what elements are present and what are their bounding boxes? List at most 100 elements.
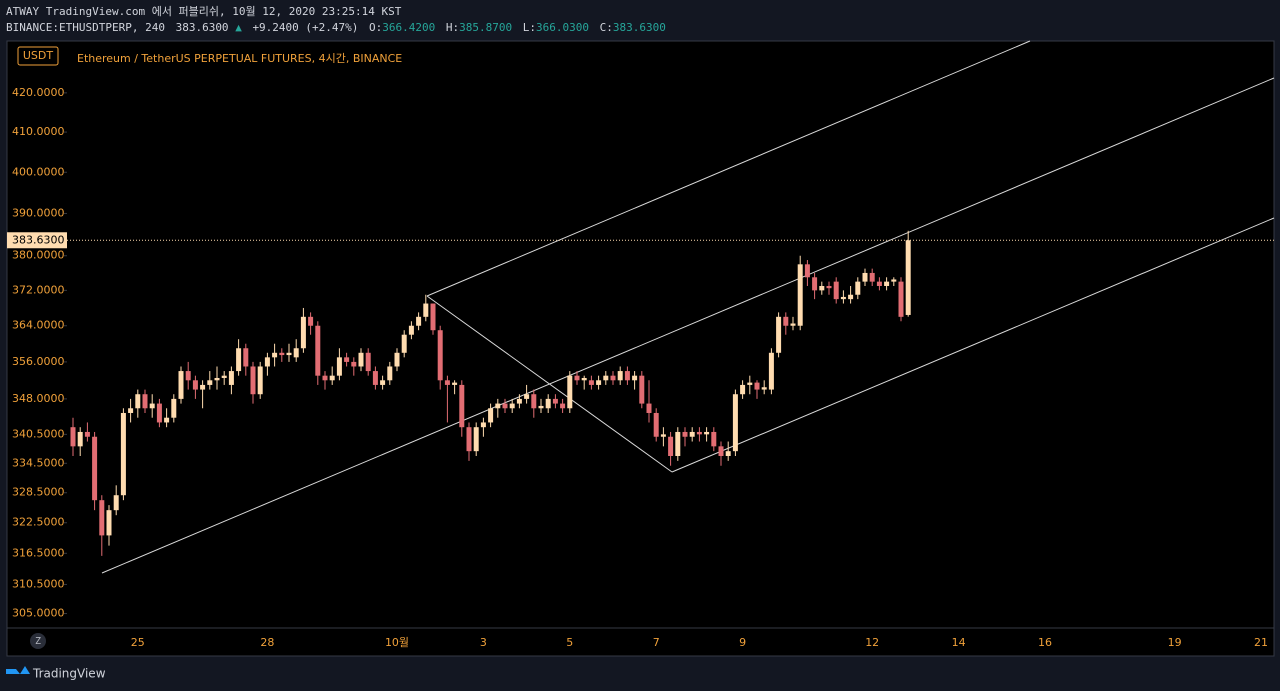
candle-body	[819, 285, 825, 291]
brand: TradingView	[32, 667, 106, 681]
candle-body	[185, 371, 191, 381]
candle-body	[855, 281, 861, 295]
z-label[interactable]: Z	[35, 636, 41, 647]
x-tick-label: 10월	[385, 636, 409, 649]
candle-body	[380, 380, 386, 385]
candle-body	[747, 382, 753, 385]
channel-line	[426, 40, 1031, 297]
y-tick-label: 310.5000	[12, 577, 65, 590]
x-tick-label: 7	[653, 636, 660, 649]
candle-body	[668, 436, 674, 457]
candle-body	[761, 387, 767, 390]
candle-body	[171, 398, 177, 418]
candle-body	[106, 510, 112, 536]
candle-body	[884, 281, 890, 286]
candle-body	[704, 431, 710, 435]
y-tick-label: 372.0000	[12, 283, 65, 296]
candle-body	[228, 371, 234, 385]
candle-body	[840, 296, 846, 300]
candle-body	[207, 380, 213, 385]
x-tick-label: 16	[1038, 636, 1052, 649]
change: +9.2400 (+2.47%)	[252, 21, 358, 34]
candle-body	[812, 277, 818, 291]
candle-body	[423, 303, 429, 317]
channel-line	[426, 295, 673, 473]
candle-body	[264, 357, 270, 367]
channel	[101, 40, 1275, 574]
candle-body	[524, 394, 530, 399]
candle-body	[272, 352, 278, 358]
candle-body	[84, 431, 90, 437]
candle-body	[617, 371, 623, 381]
chart-panel	[6, 40, 1275, 657]
candle-body	[200, 384, 206, 390]
chart-title: Ethereum / TetherUS PERPETUAL FUTURES, 4…	[77, 52, 402, 65]
y-tick-label: 356.0000	[12, 355, 65, 368]
candle-body	[783, 316, 789, 326]
candle-body	[315, 325, 321, 376]
candle-body	[401, 334, 407, 353]
candle-body	[862, 272, 868, 282]
candle-body	[344, 357, 350, 362]
symbol-line: BINANCE:ETHUSDTPERP, 240 383.6300 ▲ +9.2…	[6, 21, 666, 34]
candle-body	[430, 303, 436, 331]
candle-body	[293, 348, 299, 358]
y-tick-label: 340.5000	[12, 427, 65, 440]
candle-body	[236, 348, 242, 372]
candle-body	[653, 412, 659, 437]
candle-body	[120, 412, 126, 496]
candle-body	[833, 281, 839, 300]
y-tick-label: 400.0000	[12, 165, 65, 178]
candle-body	[243, 348, 249, 367]
l: 366.0300	[536, 21, 589, 34]
candle-body	[610, 375, 616, 381]
c: 383.6300	[613, 21, 666, 34]
candle-body	[660, 434, 666, 437]
x-tick-label: 25	[131, 636, 145, 649]
candle-body	[567, 375, 573, 409]
candle-body	[588, 380, 594, 385]
candle-body	[689, 431, 695, 437]
x-tick-label: 28	[260, 636, 274, 649]
candle-body	[646, 403, 652, 413]
y-tick-label: 410.0000	[12, 125, 65, 138]
candle-body	[552, 398, 558, 404]
candle-body	[488, 408, 494, 423]
y-tick-label: 305.0000	[12, 607, 65, 620]
candle-body	[804, 264, 810, 278]
candle-body	[459, 384, 465, 428]
x-tick-label: 9	[739, 636, 746, 649]
y-tick-label: 316.5000	[12, 546, 65, 559]
candle-body	[99, 500, 105, 536]
x-tick-label: 3	[480, 636, 487, 649]
candle-body	[444, 380, 450, 385]
candle-body	[826, 285, 832, 289]
y-tick-label: 380.0000	[12, 249, 65, 262]
candle-body	[128, 408, 134, 413]
candle-body	[891, 279, 897, 282]
z-button[interactable]	[30, 633, 46, 649]
y-tick-label: 390.0000	[12, 206, 65, 219]
candle-body	[113, 495, 119, 511]
candle-body	[754, 382, 760, 390]
candle-body	[682, 431, 688, 437]
candle-body	[387, 366, 393, 381]
candle-body	[149, 403, 155, 409]
publish-line: ATWAY TradingView.com 에서 퍼블리쉬, 10월 12, 2…	[6, 5, 402, 18]
y-tick-label: 334.5000	[12, 456, 65, 469]
candle-body	[192, 380, 198, 390]
candle-body	[495, 403, 501, 409]
candle-body	[596, 380, 602, 385]
candle-body	[531, 394, 537, 409]
candle-body	[365, 352, 371, 372]
x-tick-label: 12	[865, 636, 879, 649]
candle-body	[257, 366, 263, 395]
candle-body	[776, 316, 782, 353]
candle-body	[221, 375, 227, 378]
candle-body	[790, 323, 796, 326]
candle-body	[394, 352, 400, 367]
candle-body	[509, 403, 515, 409]
c-label: C:	[600, 21, 613, 34]
candle-body	[336, 357, 342, 376]
